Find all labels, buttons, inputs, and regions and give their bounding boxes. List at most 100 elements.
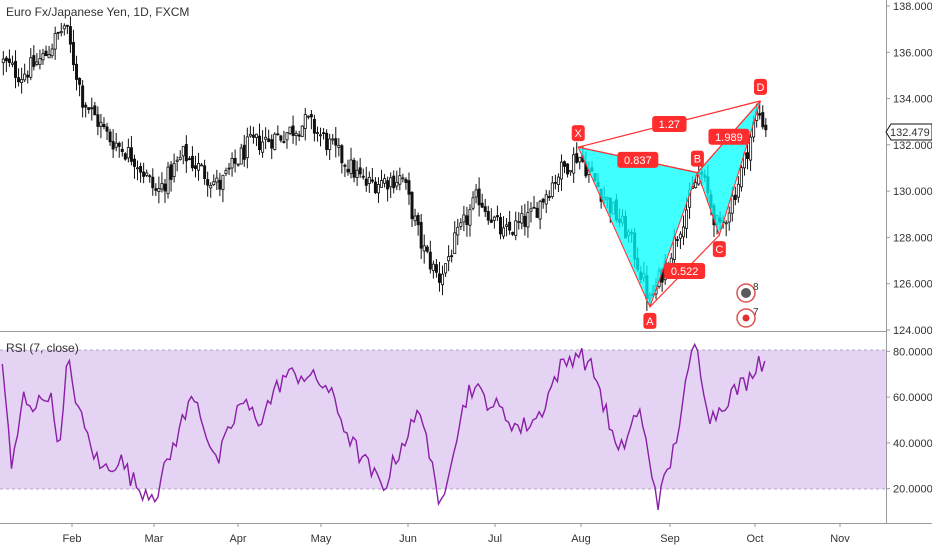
candle-body (68, 26, 72, 45)
candle-body (200, 164, 204, 167)
candle-body (218, 179, 222, 190)
candle-body (340, 145, 344, 164)
candle-body (532, 206, 536, 209)
pattern-point-a[interactable]: A (643, 312, 657, 329)
candle-body (251, 134, 255, 138)
candle-body (434, 264, 438, 273)
price-tick-label: 132.000 (893, 140, 932, 152)
candle-body (184, 144, 188, 162)
time-tick-label: May (311, 533, 332, 545)
candle-body (541, 198, 545, 203)
candle-body (108, 131, 112, 143)
candle-body (456, 226, 460, 236)
candle-body (678, 233, 682, 239)
pattern-point-label: C (715, 244, 723, 256)
dividend-badge[interactable]: 7 (736, 307, 759, 328)
candle-body (352, 159, 356, 178)
candle-body (431, 263, 435, 271)
price-tick-label: 124.000 (893, 325, 932, 337)
candle-body (331, 138, 335, 141)
candle-body (566, 163, 570, 175)
candle-body (529, 208, 533, 212)
last-price-tag-bg (885, 123, 932, 141)
pattern-point-badge (643, 312, 657, 329)
candle-body (270, 139, 274, 149)
ratio-label: 0.522 (671, 266, 699, 278)
candle-body (389, 177, 393, 188)
candle-body (294, 133, 298, 137)
pattern-point-label: D (757, 82, 765, 94)
pattern-point-b[interactable]: B (690, 150, 704, 167)
candle-body (502, 227, 506, 237)
candle-body (547, 196, 551, 199)
candle-body (20, 79, 24, 83)
candle-body (215, 177, 219, 183)
rsi-band (0, 350, 886, 489)
candle-body (556, 176, 560, 185)
price-tick-label: 128.000 (893, 232, 932, 244)
candle-body (81, 85, 85, 108)
candle-body (727, 212, 731, 223)
candle-body (10, 62, 14, 65)
ratio-xd[interactable]: 1.27 (652, 116, 687, 133)
candle-body (355, 169, 359, 178)
candle-body (258, 135, 262, 151)
candle-body (517, 221, 521, 223)
candle-body (343, 164, 347, 167)
candle-body (724, 222, 728, 225)
candle-body (489, 219, 493, 223)
ratio-bd[interactable]: 1.989 (708, 128, 750, 145)
candle-body (563, 161, 567, 167)
rsi-tick-label: 40.0000 (893, 438, 932, 450)
candle-body (474, 189, 478, 198)
pattern-point-d[interactable]: D (753, 78, 767, 95)
candle-body (163, 183, 167, 192)
candle-body (123, 153, 127, 160)
earnings-badge[interactable]: 8 (736, 282, 759, 303)
pattern-point-c[interactable]: C (712, 241, 726, 258)
candle-body (373, 181, 377, 194)
candle-body (315, 132, 319, 134)
candle-body (358, 167, 362, 175)
candle-body (407, 180, 411, 195)
candle-body (248, 133, 252, 137)
harmonic-pattern-layer[interactable]: X A B C D 1.27 0.837 0.522 1.989 (571, 78, 767, 329)
candle-body (105, 126, 109, 132)
price-tick-label: 134.000 (893, 94, 932, 106)
candle-body (550, 182, 554, 197)
candle-body (206, 179, 210, 186)
ratio-xb[interactable]: 0.837 (617, 151, 659, 168)
candle-body (117, 142, 121, 147)
rsi-line (1, 342, 766, 510)
candle-body (47, 54, 51, 59)
ratio-label: 0.837 (624, 155, 652, 167)
candle-body (444, 263, 448, 274)
candle-body (535, 207, 539, 218)
candle-body (41, 53, 45, 61)
candle-body (236, 163, 240, 166)
candle-body (245, 136, 249, 159)
candle-body (142, 171, 146, 177)
candle-body (386, 180, 390, 190)
time-tick-label: Apr (229, 533, 246, 545)
candle-body (157, 188, 161, 192)
ratio-ac[interactable]: 0.522 (664, 262, 706, 279)
candle-body (175, 159, 179, 162)
price-axis-ticks: 138.000 136.000 134.000 132.000 130.000 128.0… (886, 1, 932, 337)
candle-body (197, 163, 201, 171)
candle-body (267, 138, 271, 143)
candle-body (96, 114, 100, 127)
candle-body (322, 132, 326, 135)
candle-body (380, 180, 384, 188)
candle-body (325, 132, 329, 150)
pattern-point-x[interactable]: X (571, 125, 585, 142)
candle-body (282, 141, 286, 143)
candle-body (492, 216, 496, 221)
candle-body (398, 175, 402, 185)
time-tick-label: Jun (399, 533, 417, 545)
candle-body (35, 61, 39, 65)
candle-body (361, 175, 365, 178)
candle-body (575, 153, 579, 163)
